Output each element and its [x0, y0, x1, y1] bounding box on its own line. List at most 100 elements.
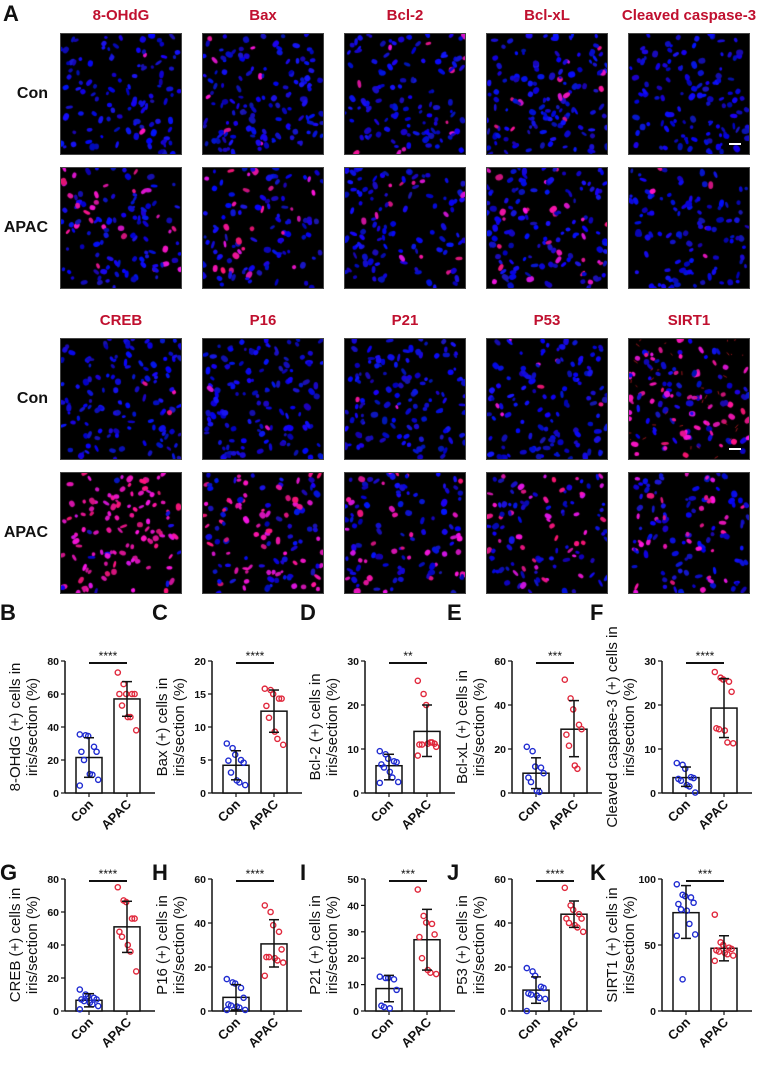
bar-chart-g: CREB (+) cells in iris/section (%) 0 20 40 60… [5, 863, 165, 1068]
data-point [122, 690, 130, 698]
data-point [240, 759, 247, 766]
y-tick-label: 5 [200, 755, 206, 767]
y-tick-label: 40 [194, 918, 206, 930]
group-row-label: Con [16, 85, 48, 102]
data-point [691, 931, 699, 938]
micrograph-creb-apac [60, 472, 182, 594]
data-point [90, 743, 98, 751]
y-tick-label: 0 [353, 788, 359, 800]
data-point [376, 779, 384, 787]
data-point [390, 976, 398, 983]
y-tick-label: 60 [47, 907, 59, 919]
y-tick-label: 40 [47, 940, 59, 952]
y-tick-label: 20 [494, 962, 506, 974]
y-tick-label: 100 [638, 874, 656, 886]
data-point [561, 884, 569, 892]
data-point [241, 781, 249, 789]
micrograph-creb-con [60, 338, 182, 460]
data-point [118, 702, 126, 709]
y-tick-label: 0 [200, 1006, 206, 1018]
bar-chart-f: Cleaved caspase-3 (+) cells in iris/secti… [602, 626, 760, 850]
data-point [523, 964, 531, 972]
y-tick-label: 20 [347, 700, 359, 712]
data-point [729, 952, 737, 959]
y-tick-label: 10 [347, 980, 359, 992]
y-tick-label: 40 [347, 900, 359, 912]
y-tick-label: 10 [644, 744, 656, 756]
y-tick-label: 60 [494, 656, 506, 668]
data-point [540, 984, 547, 992]
data-point [263, 702, 270, 710]
data-point [578, 915, 585, 922]
data-point [537, 764, 545, 771]
data-point [527, 991, 535, 998]
y-axis-label: iris/section (%) [471, 678, 488, 776]
data-point [261, 902, 269, 909]
data-point [540, 769, 547, 777]
marker-column-title: P21 [391, 312, 419, 329]
data-point [578, 725, 585, 733]
y-tick-label: 0 [650, 788, 656, 800]
data-point [380, 1003, 388, 1011]
x-tick-label: Con [368, 796, 397, 825]
data-point [673, 932, 681, 940]
group-row-label: APAC [3, 524, 48, 541]
bar-chart-e: Bcl-xL (+) cells in iris/section (%) 0 20 40… [452, 645, 612, 850]
marker-column-title: Bcl-2 [386, 7, 424, 24]
data-point [128, 915, 136, 922]
data-point [728, 688, 735, 696]
y-tick-label: 50 [644, 940, 656, 952]
x-tick-label: Con [515, 1014, 544, 1043]
data-point [275, 928, 283, 936]
data-point [711, 668, 719, 676]
data-point [729, 739, 737, 747]
data-point [223, 975, 231, 983]
y-tick-label: 20 [347, 953, 359, 965]
y-tick-label: 40 [47, 722, 59, 734]
data-point [124, 941, 132, 949]
data-point [418, 954, 426, 962]
data-point [690, 774, 697, 782]
data-point [240, 994, 247, 1002]
y-tick-label: 10 [194, 722, 206, 734]
data-point [523, 1007, 531, 1015]
data-point [719, 941, 727, 949]
panel-label-h: H [152, 860, 168, 885]
data-point [223, 1006, 231, 1014]
data-point [711, 957, 719, 965]
y-tick-label: 15 [194, 689, 206, 701]
x-tick-label: APAC [98, 796, 134, 832]
y-tick-label: 60 [494, 874, 506, 886]
data-point [116, 928, 123, 936]
x-tick-label: Con [215, 796, 244, 825]
data-point [386, 1005, 394, 1012]
y-axis-label: SIRT1 (+) cells in [604, 887, 621, 1002]
data-point [279, 959, 287, 966]
data-point [431, 931, 438, 938]
data-point [673, 759, 681, 767]
data-point [114, 669, 122, 676]
data-point [227, 1002, 235, 1009]
group-row-label: Con [16, 390, 48, 407]
data-point [231, 751, 239, 759]
bar-chart-h: P16 (+) cells in iris/section (%) 0 20 40 60 C… [152, 863, 312, 1068]
data-point [673, 880, 681, 888]
panel-label-i: I [300, 860, 307, 885]
x-tick-label: APAC [545, 1014, 581, 1050]
x-tick-label: Con [515, 796, 544, 825]
panel-label-k: K [590, 860, 606, 885]
micrograph-p53-apac [486, 472, 608, 594]
data-point [414, 752, 422, 759]
data-point [114, 883, 122, 891]
data-point [376, 747, 384, 755]
data-point [527, 778, 535, 786]
data-point [428, 920, 436, 928]
significance-label: ** [403, 649, 413, 663]
data-point [116, 690, 123, 698]
y-tick-label: 0 [53, 788, 59, 800]
y-axis-label: Bcl-xL (+) cells in [454, 670, 471, 784]
x-tick-label: APAC [245, 1014, 281, 1050]
data-point [94, 776, 102, 784]
data-point [274, 735, 281, 743]
data-point [681, 892, 689, 900]
